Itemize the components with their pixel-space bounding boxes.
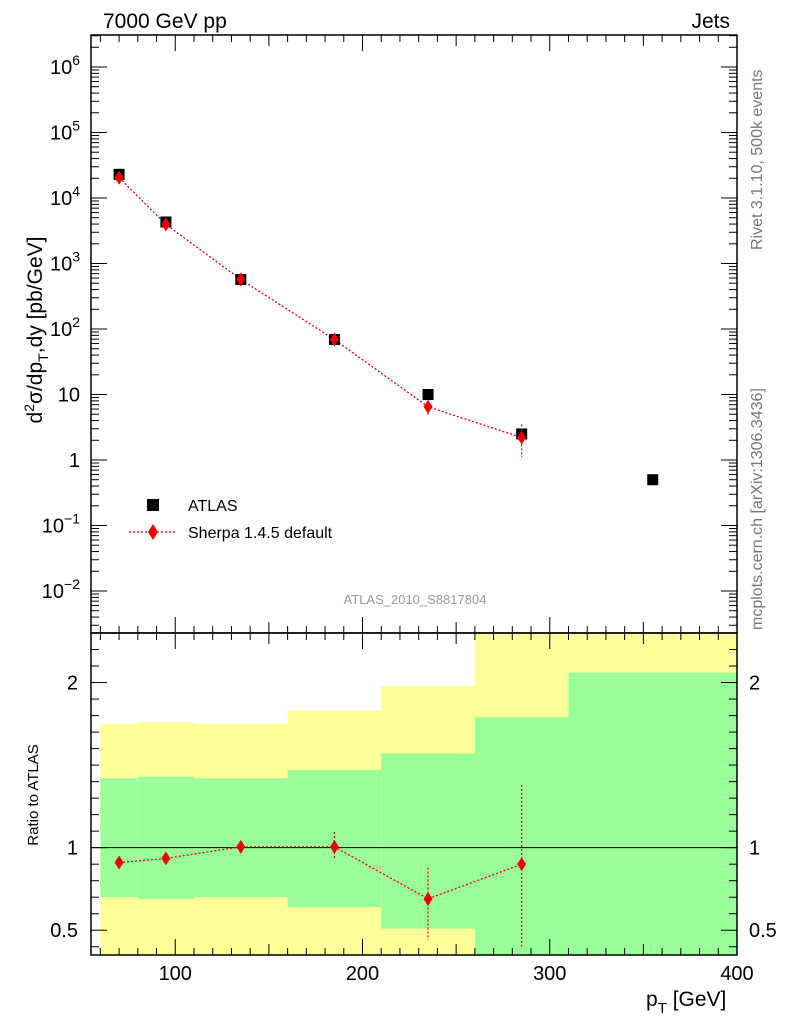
y-tick-label: 10−1	[42, 511, 80, 538]
ratio-y-tick-label-right: 0.5	[749, 920, 777, 942]
y-tick-label: 10−2	[42, 576, 80, 603]
mcplots-label: mcplots.cern.ch [arXiv:1306.3436]	[749, 388, 766, 630]
band-inner-5	[474, 717, 569, 955]
band-inner-3	[287, 770, 382, 908]
band-inner-2	[193, 778, 288, 898]
x-tick-label: 400	[720, 963, 753, 985]
legend-atlas-marker	[147, 499, 159, 511]
svg-text:pT [GeV]: pT [GeV]	[646, 988, 726, 1017]
x-axis-label: pT [GeV]	[646, 988, 726, 1017]
legend-atlas-label: ATLAS	[188, 498, 238, 515]
mc-point	[236, 272, 246, 287]
main-panel-frame	[90, 34, 738, 634]
mc-point	[114, 170, 124, 185]
ratio-y-axis-label: Ratio to ATLAS	[25, 744, 42, 845]
ratio-y-tick-label-right: 1	[749, 838, 760, 860]
ratio-data-layer	[114, 784, 527, 947]
main-data-layer	[113, 168, 659, 486]
svg-text:d2σ/dpT,dy [pb/GeV]: d2σ/dpT,dy [pb/GeV]	[21, 237, 51, 424]
ratio-point	[423, 891, 433, 906]
ratio-point	[236, 839, 246, 854]
y-tick-label: 106	[50, 52, 80, 79]
mc-line	[118, 177, 522, 439]
mc-point	[423, 399, 433, 414]
axis-ticks: 100 200 300 40010610510410310210110−110−20.…	[42, 35, 777, 985]
x-tick-label: 200	[346, 963, 379, 985]
y-tick-label: 104	[50, 183, 80, 210]
ratio-point	[329, 839, 339, 854]
legend-mc-marker	[148, 524, 158, 540]
mc-point	[517, 430, 527, 445]
ratio-panel-frame	[90, 632, 738, 956]
ratio-point	[517, 857, 527, 872]
ratio-y-tick-label-left: 0.5	[50, 920, 78, 942]
atlas-point	[422, 389, 434, 400]
y-tick-label: 1	[69, 450, 80, 472]
band-inner-0	[100, 778, 138, 898]
analysis-label: ATLAS_2010_S8817804	[344, 592, 487, 607]
y-tick-label: 105	[50, 118, 80, 145]
y-tick-label: 102	[50, 314, 80, 341]
ratio-point	[161, 851, 171, 866]
x-tick-label: 300	[533, 963, 566, 985]
legend: ATLAS Sherpa 1.4.5 default	[129, 498, 333, 542]
main-y-axis-label: d2σ/dpT,dy [pb/GeV]	[21, 237, 51, 424]
y-tick-label: 10	[58, 385, 80, 407]
observable-title: Jets	[691, 10, 730, 33]
process-title: 7000 GeV pp	[103, 10, 227, 33]
ratio-y-tick-label-left: 1	[67, 838, 78, 860]
y-tick-label: 103	[50, 249, 80, 276]
band-inner-1	[137, 776, 194, 899]
ratio-mc-line	[119, 846, 522, 900]
atlas-point	[647, 474, 659, 486]
band-inner-6	[568, 672, 737, 955]
ratio-y-tick-label-right: 2	[749, 673, 760, 695]
ratio-uncertainty-bands	[100, 633, 737, 955]
mc-point	[161, 217, 171, 232]
x-tick-label: 100	[159, 963, 192, 985]
ratio-y-tick-label-left: 2	[67, 673, 78, 695]
mc-point	[329, 332, 339, 347]
rivet-version-label: Rivet 3.1.10, 500k events	[749, 69, 766, 250]
ratio-point	[114, 855, 124, 870]
legend-mc-label: Sherpa 1.4.5 default	[188, 525, 333, 542]
